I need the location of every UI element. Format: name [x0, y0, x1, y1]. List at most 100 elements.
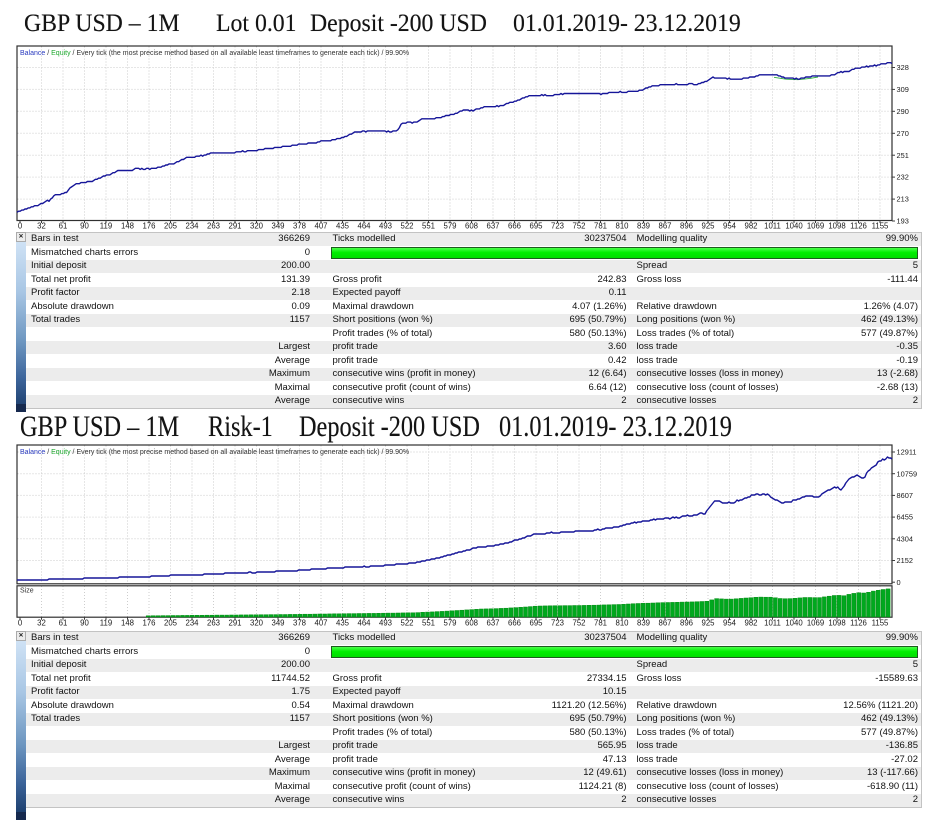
svg-text:723: 723 — [551, 619, 564, 628]
svg-text:349: 349 — [271, 222, 284, 231]
svg-text:213: 213 — [897, 195, 909, 204]
svg-text:752: 752 — [572, 619, 585, 628]
svg-text:954: 954 — [723, 619, 737, 628]
svg-text:666: 666 — [508, 619, 521, 628]
svg-text:320: 320 — [250, 222, 264, 231]
svg-text:637: 637 — [486, 619, 499, 628]
svg-text:1155: 1155 — [872, 222, 889, 231]
svg-text:148: 148 — [121, 222, 134, 231]
svg-text:522: 522 — [400, 619, 413, 628]
svg-text:464: 464 — [357, 222, 371, 231]
svg-text:263: 263 — [207, 222, 220, 231]
svg-text:1098: 1098 — [828, 619, 845, 628]
svg-text:551: 551 — [422, 619, 435, 628]
svg-text:309: 309 — [897, 85, 909, 94]
svg-text:435: 435 — [336, 222, 350, 231]
svg-text:925: 925 — [701, 619, 715, 628]
svg-text:1069: 1069 — [807, 619, 824, 628]
svg-text:579: 579 — [443, 222, 456, 231]
svg-text:608: 608 — [465, 222, 478, 231]
svg-text:320: 320 — [250, 619, 264, 628]
svg-text:1098: 1098 — [828, 222, 845, 231]
svg-text:464: 464 — [357, 619, 371, 628]
svg-text:493: 493 — [379, 619, 392, 628]
svg-text:378: 378 — [293, 619, 306, 628]
svg-text:1126: 1126 — [850, 222, 867, 231]
svg-text:435: 435 — [336, 619, 350, 628]
svg-text:867: 867 — [658, 222, 671, 231]
svg-text:1155: 1155 — [872, 619, 889, 628]
svg-text:119: 119 — [100, 619, 112, 628]
svg-text:1040: 1040 — [785, 222, 803, 231]
svg-text:90: 90 — [80, 619, 89, 628]
svg-text:291: 291 — [228, 619, 241, 628]
svg-text:176: 176 — [142, 619, 155, 628]
svg-text:1126: 1126 — [850, 619, 867, 628]
svg-text:867: 867 — [658, 619, 671, 628]
svg-text:234: 234 — [185, 222, 199, 231]
svg-text:6455: 6455 — [897, 513, 913, 522]
svg-text:896: 896 — [680, 619, 693, 628]
svg-text:263: 263 — [207, 619, 220, 628]
svg-text:193: 193 — [897, 217, 909, 226]
svg-text:1011: 1011 — [764, 222, 781, 231]
svg-text:666: 666 — [508, 222, 521, 231]
svg-text:982: 982 — [744, 619, 757, 628]
svg-text:407: 407 — [314, 619, 327, 628]
svg-text:407: 407 — [314, 222, 327, 231]
svg-text:0: 0 — [18, 619, 23, 628]
svg-text:551: 551 — [422, 222, 435, 231]
svg-text:176: 176 — [142, 222, 155, 231]
svg-text:10759: 10759 — [897, 469, 918, 478]
svg-text:1011: 1011 — [764, 619, 781, 628]
svg-text:205: 205 — [164, 222, 178, 231]
svg-text:12911: 12911 — [897, 448, 917, 457]
svg-text:8607: 8607 — [897, 491, 913, 500]
svg-text:579: 579 — [443, 619, 456, 628]
svg-text:61: 61 — [59, 619, 68, 628]
svg-text:61: 61 — [59, 222, 68, 231]
svg-text:1040: 1040 — [785, 619, 803, 628]
svg-text:695: 695 — [529, 619, 543, 628]
svg-text:781: 781 — [594, 619, 607, 628]
svg-text:0: 0 — [18, 222, 23, 231]
svg-text:493: 493 — [379, 222, 392, 231]
svg-text:90: 90 — [80, 222, 89, 231]
svg-text:637: 637 — [486, 222, 499, 231]
svg-text:119: 119 — [100, 222, 112, 231]
svg-text:328: 328 — [897, 63, 909, 72]
svg-text:290: 290 — [897, 107, 909, 116]
svg-text:695: 695 — [529, 222, 543, 231]
svg-text:234: 234 — [185, 619, 199, 628]
svg-text:232: 232 — [897, 173, 909, 182]
svg-text:291: 291 — [228, 222, 241, 231]
svg-text:349: 349 — [271, 619, 284, 628]
svg-text:2152: 2152 — [897, 556, 913, 565]
svg-text:Balance / Equity / Every tick: Balance / Equity / Every tick (the most … — [20, 449, 409, 456]
svg-text:0: 0 — [897, 578, 901, 587]
svg-text:251: 251 — [897, 151, 909, 160]
svg-text:810: 810 — [615, 619, 629, 628]
svg-text:378: 378 — [293, 222, 306, 231]
svg-text:522: 522 — [400, 222, 413, 231]
svg-text:839: 839 — [637, 222, 650, 231]
svg-text:752: 752 — [572, 222, 585, 231]
svg-text:Balance / Equity / Every tick: Balance / Equity / Every tick (the most … — [20, 50, 409, 57]
svg-text:896: 896 — [680, 222, 693, 231]
svg-text:781: 781 — [594, 222, 607, 231]
svg-text:925: 925 — [701, 222, 715, 231]
svg-text:608: 608 — [465, 619, 478, 628]
svg-text:205: 205 — [164, 619, 178, 628]
svg-text:839: 839 — [637, 619, 650, 628]
svg-text:723: 723 — [551, 222, 564, 231]
svg-text:32: 32 — [37, 222, 46, 231]
svg-text:810: 810 — [615, 222, 629, 231]
svg-text:32: 32 — [37, 619, 46, 628]
svg-text:982: 982 — [744, 222, 757, 231]
svg-text:270: 270 — [897, 129, 909, 138]
svg-text:Size: Size — [20, 588, 34, 595]
svg-text:954: 954 — [723, 222, 737, 231]
svg-text:1069: 1069 — [807, 222, 824, 231]
svg-text:148: 148 — [121, 619, 134, 628]
svg-text:4304: 4304 — [897, 534, 913, 543]
